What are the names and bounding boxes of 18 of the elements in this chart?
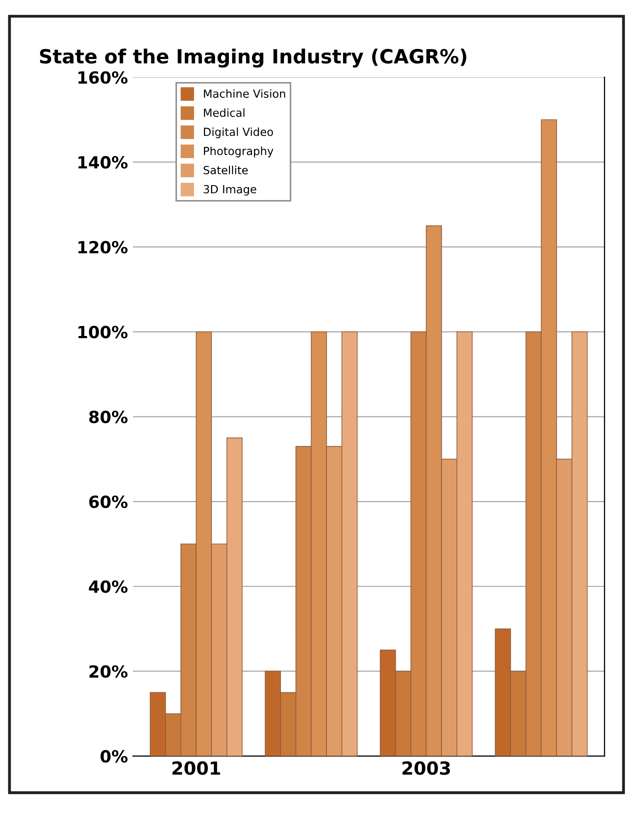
x-tick-label: 2003 bbox=[402, 761, 450, 775]
legend-label: Machine Vision bbox=[204, 89, 286, 98]
x-tick-label: 2001 bbox=[172, 761, 220, 775]
chart-title: State of the Imaging Industry (CAGR%) bbox=[40, 48, 466, 68]
legend-label: Satellite bbox=[204, 166, 248, 174]
y-tick-label: 100% bbox=[78, 326, 128, 338]
y-tick-label: 0% bbox=[100, 750, 128, 763]
legend-label: Digital Video bbox=[204, 127, 273, 138]
legend-label: Medical bbox=[204, 108, 244, 117]
legend-label: Photography bbox=[204, 146, 274, 158]
y-tick-label: 140% bbox=[78, 156, 128, 169]
y-tick-label: 60% bbox=[89, 495, 128, 508]
y-tick-label: 40% bbox=[88, 580, 128, 593]
y-tick-label: 160% bbox=[78, 71, 128, 84]
y-tick-label: 120% bbox=[78, 240, 128, 254]
y-tick-label: 20% bbox=[89, 665, 128, 678]
y-tick-label: 80% bbox=[89, 410, 128, 424]
legend-label: 3D Image bbox=[204, 184, 256, 196]
